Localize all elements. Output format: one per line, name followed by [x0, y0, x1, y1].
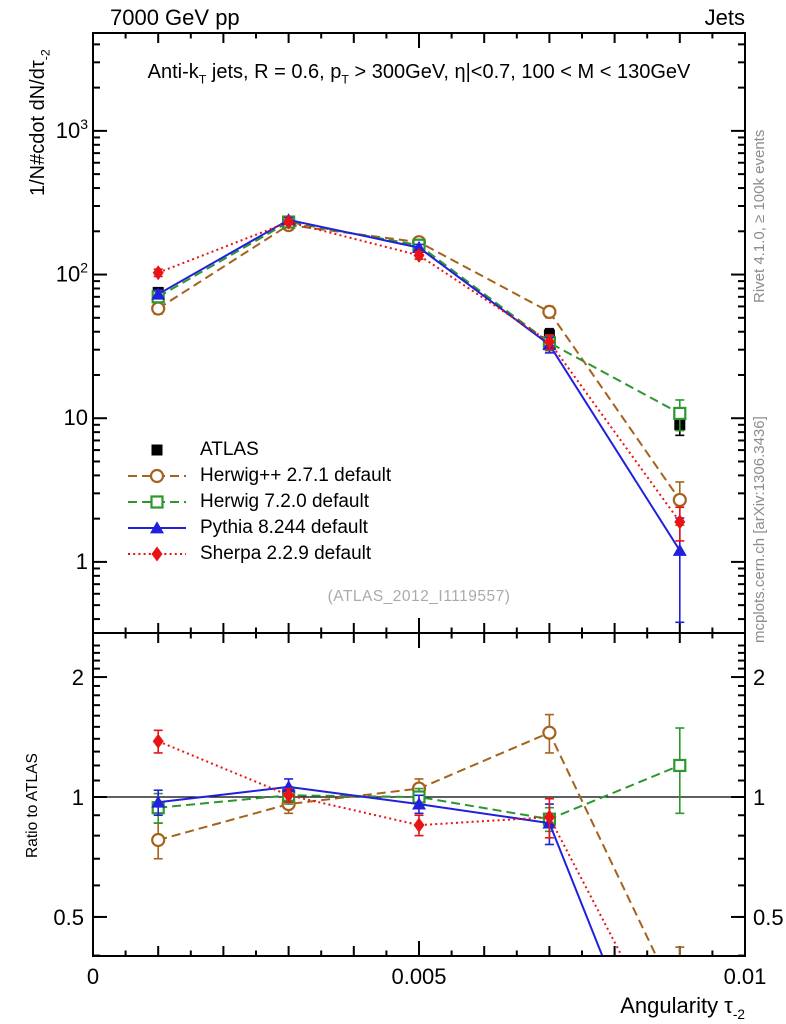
data-point-marker — [412, 240, 426, 254]
data-point-marker — [543, 334, 555, 350]
y-tick-label-main: 103 — [56, 116, 88, 143]
data-point-marker — [542, 725, 557, 740]
legend-label: Sherpa 2.2.9 default — [200, 543, 372, 564]
data-point-marker — [542, 304, 557, 319]
data-point-marker — [674, 514, 686, 530]
data-point-marker — [151, 287, 166, 300]
legend-label: ATLAS — [200, 439, 259, 460]
y-axis-title-main: 1/N#cdot dN/dτ-2 — [27, 49, 53, 196]
x-tick-label: 0 — [87, 964, 99, 989]
legend-marker-icon — [128, 546, 186, 562]
ratio-panel-frame — [92, 632, 746, 957]
rivet-version-text: Rivet 4.1.0, ≥ 100k events — [751, 129, 768, 303]
data-point-marker — [151, 546, 163, 562]
data-point-marker — [672, 492, 687, 508]
data-point-marker — [673, 406, 687, 421]
data-point-marker — [150, 521, 164, 534]
series-line — [157, 740, 623, 956]
legend-marker-icon — [128, 521, 186, 534]
data-point-marker — [152, 265, 164, 281]
y-tick-label-ratio-left: 1 — [72, 785, 84, 810]
analysis-id-watermark: (ATLAS_2012_I1119557) — [327, 588, 511, 605]
y-tick-label-ratio-left: 2 — [72, 665, 84, 690]
y-axis-title-ratio: Ratio to ATLAS — [24, 753, 41, 858]
series-line — [157, 220, 681, 523]
y-tick-label-ratio-left: 0.5 — [53, 905, 84, 930]
legend-item: Pythia 8.244 default — [126, 515, 391, 541]
data-point-marker — [151, 301, 166, 316]
data-point-marker — [150, 495, 164, 509]
legend-label: Pythia 8.244 default — [200, 517, 368, 538]
data-point-marker — [413, 817, 425, 833]
header-analysis-type: Jets — [704, 5, 745, 30]
legend-item: Herwig 7.2.0 default — [126, 489, 391, 515]
y-tick-label-main: 10 — [64, 405, 88, 430]
legend-item: Sherpa 2.2.9 default — [126, 541, 391, 567]
y-tick-label-ratio-right: 2 — [753, 665, 765, 690]
legend-item: ATLAS — [126, 437, 391, 463]
legend-label: Herwig 7.2.0 default — [200, 491, 369, 512]
plot-title: Anti-kT jets, R = 0.6, pT > 300GeV, η|<0… — [147, 61, 691, 87]
legend-label: Herwig++ 2.7.1 default — [200, 465, 392, 486]
x-axis-title: Angularity τ-2 — [620, 993, 745, 1023]
data-point-marker — [412, 797, 426, 810]
data-point-marker — [149, 468, 165, 484]
y-tick-label-main: 102 — [56, 260, 88, 287]
legend-marker-icon — [128, 468, 186, 484]
data-point-marker — [152, 733, 164, 749]
series-line — [158, 764, 681, 821]
series-ratio-4 — [152, 729, 623, 956]
data-point-marker — [151, 795, 166, 808]
series-ratio-3 — [151, 778, 604, 956]
y-tick-label-ratio-right: 1 — [753, 785, 765, 810]
legend: ATLAS Herwig++ 2.7.1 default Herwig 7.2.0 … — [126, 437, 391, 567]
data-point-marker — [673, 758, 687, 773]
legend-item: Herwig++ 2.7.1 default — [126, 463, 391, 489]
data-point-marker — [283, 787, 295, 803]
series-main-4 — [152, 214, 686, 542]
data-point-marker — [543, 809, 555, 825]
x-tick-label: 0.005 — [391, 964, 446, 989]
legend-marker-icon — [128, 495, 186, 509]
y-tick-label-ratio-right: 0.5 — [753, 905, 784, 930]
y-tick-label-main: 1 — [76, 549, 88, 574]
data-point-marker — [283, 214, 295, 230]
data-point-marker — [413, 247, 425, 263]
x-tick-label: 0.01 — [724, 964, 767, 989]
data-point-marker — [151, 832, 166, 848]
data-point-marker — [151, 444, 163, 456]
legend-marker-icon — [151, 444, 163, 456]
mcplots-reference-text: mcplots.cern.ch [arXiv:1306.3436] — [751, 416, 768, 643]
data-point-marker — [672, 543, 687, 556]
header-beam-energy: 7000 GeV pp — [110, 5, 240, 30]
